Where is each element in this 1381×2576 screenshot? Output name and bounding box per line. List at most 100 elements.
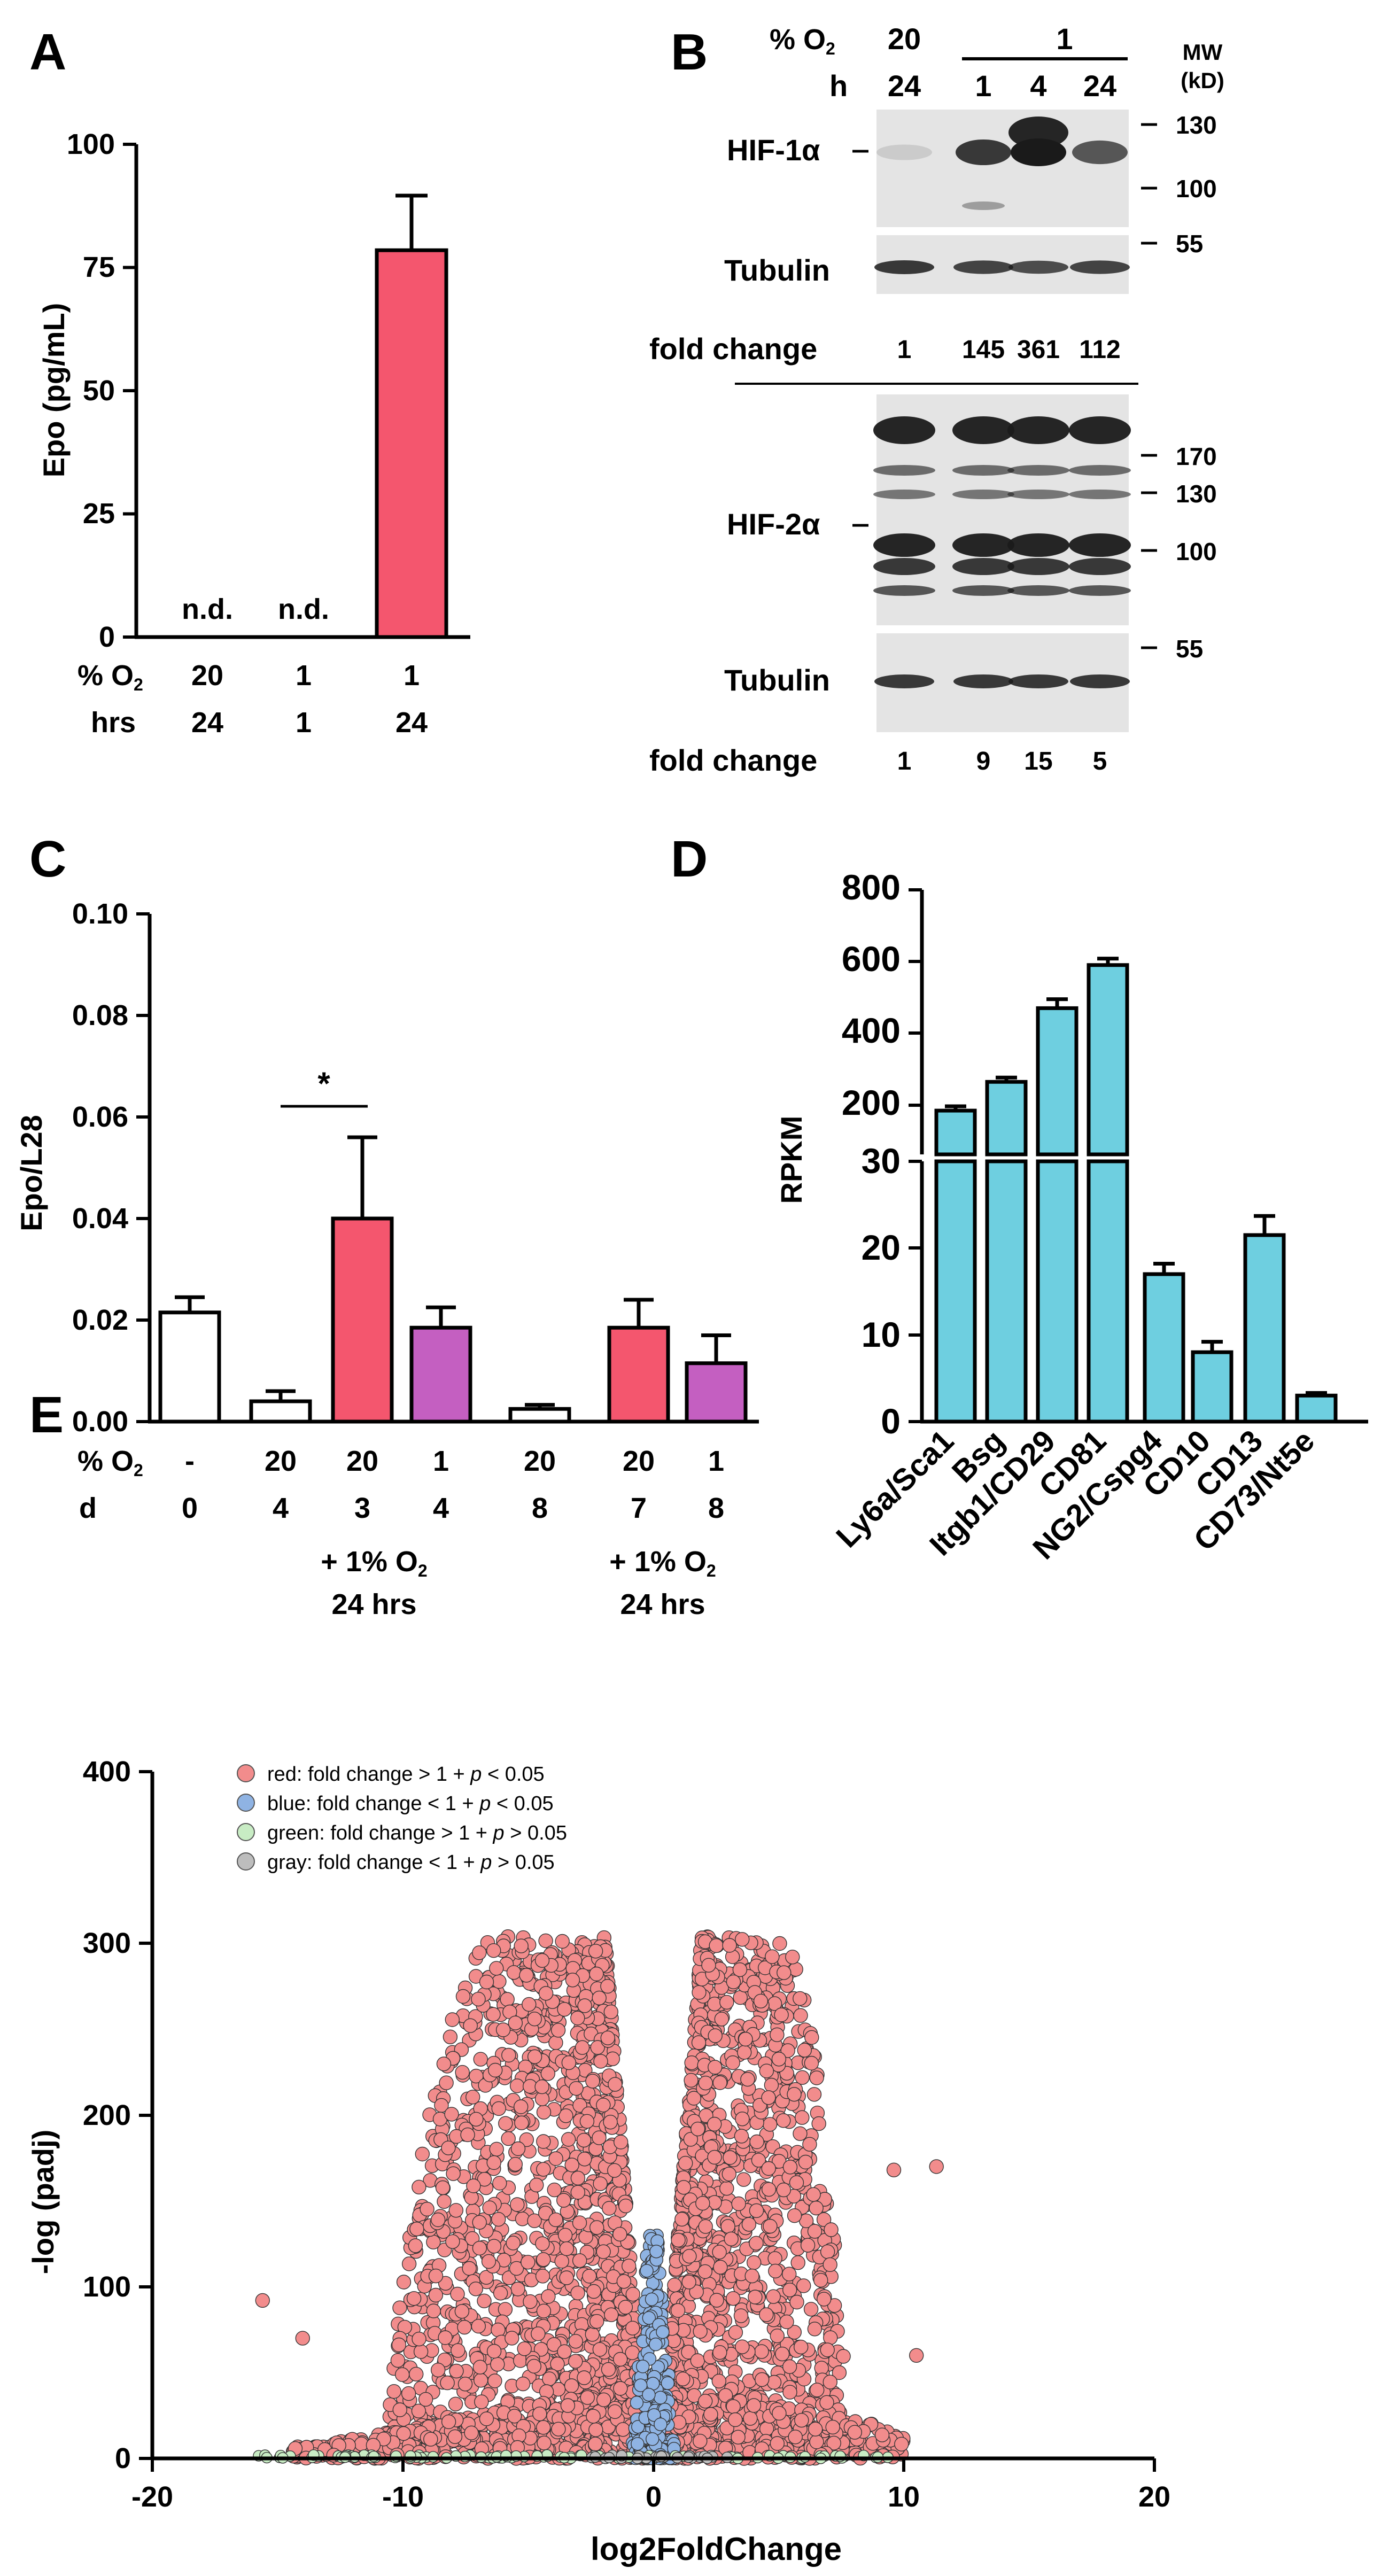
c-bar — [508, 1407, 571, 1424]
e-point — [589, 1966, 604, 1982]
e-point — [782, 2283, 797, 2298]
e-point — [482, 2200, 497, 2215]
b-blot-tubulin-2-label: Tubulin — [724, 663, 830, 697]
e-point — [654, 2391, 668, 2404]
e-point — [510, 2282, 525, 2296]
e-point — [486, 2007, 501, 2022]
b-blot-hif1a-label: HIF-1α — [727, 133, 820, 167]
e-point — [506, 1965, 522, 1980]
a-row-o2-value: 1 — [404, 659, 420, 692]
e-point — [572, 2215, 587, 2230]
e-point — [709, 2293, 724, 2308]
b-mw-marker: 100 — [1176, 538, 1217, 565]
b-band — [1069, 416, 1131, 444]
b-fold-change-label-1: fold change — [649, 332, 817, 366]
e-point — [782, 2385, 797, 2400]
e-point — [487, 2373, 502, 2388]
e-point — [472, 2360, 487, 2375]
e-point — [295, 2331, 310, 2346]
e-legend-entry-gray: gray: fold change < 1 + p > 0.05 — [267, 1851, 555, 1874]
e-point — [770, 2027, 785, 2043]
e-point — [640, 2264, 654, 2278]
c-row-d-value: 7 — [631, 1492, 647, 1524]
e-point — [592, 2130, 607, 2145]
e-point — [929, 2159, 944, 2174]
e-point — [825, 2419, 840, 2435]
e-point — [531, 2326, 546, 2341]
e-legend-entry-red: red: fold change > 1 + p < 0.05 — [267, 1763, 545, 1786]
e-point — [785, 1950, 800, 1965]
e-point — [793, 2126, 808, 2142]
e-point — [642, 2311, 656, 2325]
b-band — [873, 533, 935, 557]
e-point — [593, 2054, 608, 2069]
e-point — [684, 2055, 699, 2070]
a-ytick-label: 50 — [83, 375, 115, 407]
e-point — [746, 2398, 762, 2413]
e-point — [686, 2091, 702, 2106]
e-point — [720, 2219, 735, 2234]
e-point — [780, 2043, 795, 2058]
e-point — [568, 2354, 583, 2369]
b-band — [1007, 490, 1069, 499]
e-xtick-label: -10 — [382, 2481, 424, 2513]
e-point — [608, 2077, 623, 2092]
b-band — [873, 416, 935, 444]
e-point — [772, 1936, 787, 1951]
e-point — [649, 2337, 663, 2352]
e-point — [795, 2070, 810, 2085]
e-point — [490, 2357, 505, 2372]
e-point — [809, 2200, 824, 2216]
b-band — [1069, 558, 1131, 575]
e-point — [607, 2163, 622, 2178]
e-point — [691, 2035, 707, 2050]
a-error-bar — [395, 193, 428, 250]
e-point — [803, 2302, 819, 2317]
b-band — [1072, 140, 1128, 165]
b-blot-hif1a — [876, 110, 1129, 227]
e-point — [806, 2087, 822, 2102]
e-point — [802, 2137, 817, 2152]
e-point — [681, 2275, 696, 2290]
a-row-hrs-value: 1 — [296, 707, 312, 739]
e-point — [762, 2117, 778, 2132]
e-point — [488, 2062, 503, 2078]
e-legend-marker-green — [237, 1823, 255, 1841]
e-point — [832, 2365, 847, 2380]
e-point — [811, 2116, 826, 2131]
b-band — [1070, 674, 1130, 688]
e-point — [575, 2040, 590, 2055]
e-point — [559, 2241, 575, 2256]
e-point — [740, 2071, 755, 2087]
c-ytick-label: 0.00 — [72, 1406, 128, 1438]
e-xticks: -20 -10 0 10 20 — [131, 2458, 1170, 2513]
a-ytick-label: 25 — [83, 498, 115, 530]
e-point — [600, 2030, 616, 2045]
b-fold-change-value: 5 — [1093, 747, 1107, 775]
e-point — [570, 2011, 585, 2026]
e-point — [445, 2234, 460, 2249]
e-point — [521, 2255, 536, 2270]
e-point — [492, 2176, 507, 2191]
b-h-value: 4 — [1030, 69, 1046, 103]
e-point — [796, 2278, 811, 2293]
a-bar-3 — [375, 248, 448, 639]
e-point — [589, 2220, 604, 2235]
d-category-labels: Ly6a/Sca1 Bsg Itgb1/CD29 CD81 NG2/Cspg4 … — [829, 1423, 1321, 1566]
e-point — [474, 2373, 488, 2388]
e-point — [723, 2150, 738, 2165]
e-point — [708, 2028, 723, 2043]
b-mw-marker: 100 — [1176, 175, 1217, 203]
e-point — [749, 2134, 764, 2150]
e-point — [441, 2140, 456, 2155]
b-tubulin1-bands — [874, 260, 1130, 274]
e-point — [661, 2376, 675, 2390]
e-point — [498, 2302, 513, 2317]
e-point — [514, 1938, 529, 1953]
e-point — [670, 2303, 686, 2318]
b-band — [1069, 585, 1131, 596]
panel-b: % O2 20 1 h 24 1 4 24 MW (kD) HIF-1α 130… — [649, 22, 1224, 777]
e-yticks: 400 300 200 100 0 — [83, 1756, 152, 2474]
e-point — [765, 1949, 780, 1964]
